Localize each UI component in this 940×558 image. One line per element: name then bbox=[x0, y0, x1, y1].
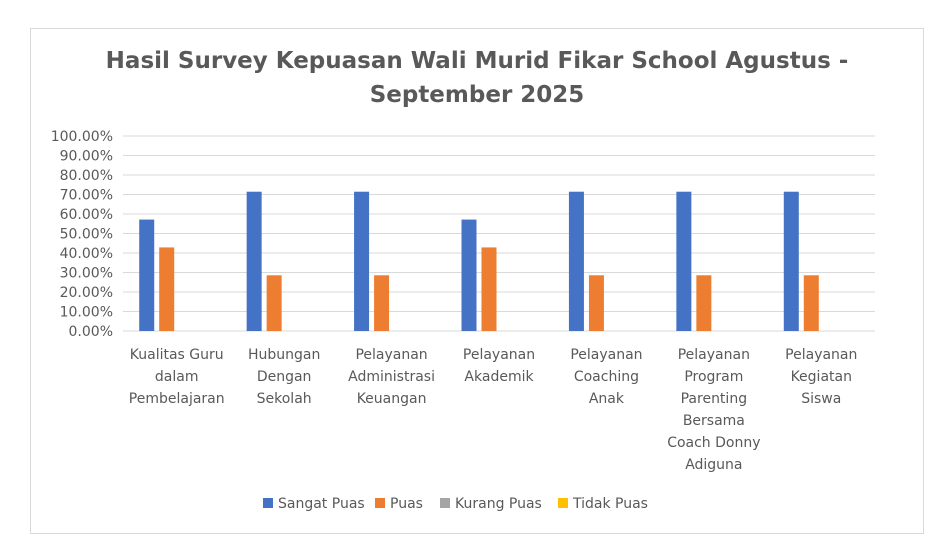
bar-sangat-puas bbox=[568, 191, 584, 331]
bar-sangat-puas bbox=[139, 219, 155, 331]
x-tick-label: Pelayanan bbox=[570, 347, 642, 363]
y-tick-label: 70.00% bbox=[60, 188, 113, 204]
bar-sangat-puas bbox=[783, 191, 799, 331]
y-tick-label: 100.00% bbox=[51, 129, 113, 145]
bar-puas bbox=[588, 275, 604, 331]
y-tick-label: 20.00% bbox=[60, 285, 113, 301]
bar-puas bbox=[696, 275, 712, 331]
bar-sangat-puas bbox=[354, 191, 370, 331]
y-tick-label: 40.00% bbox=[60, 246, 113, 262]
bar-puas bbox=[374, 275, 390, 331]
x-tick-label: Pelayanan bbox=[678, 347, 750, 363]
chart-title-line-1: Hasil Survey Kepuasan Wali Murid Fikar S… bbox=[105, 48, 849, 74]
chart-title: Hasil Survey Kepuasan Wali Murid Fikar S… bbox=[30, 44, 924, 112]
x-tick-label: Dengan bbox=[257, 369, 312, 385]
bar-sangat-puas bbox=[676, 191, 692, 331]
legend-label: Puas bbox=[390, 496, 423, 512]
legend-label: Tidak Puas bbox=[572, 496, 648, 512]
x-tick-label: Pelayanan bbox=[785, 347, 857, 363]
x-tick-label: Keuangan bbox=[357, 391, 427, 407]
legend-swatch bbox=[440, 498, 450, 508]
y-tick-label: 90.00% bbox=[60, 149, 113, 165]
x-tick-label: Pelayanan bbox=[463, 347, 535, 363]
x-tick-label: Pelayanan bbox=[355, 347, 427, 363]
chart-area bbox=[30, 28, 924, 534]
legend-swatch bbox=[558, 498, 568, 508]
x-tick-label: Kualitas Guru bbox=[130, 347, 224, 363]
chart-title-line-2: September 2025 bbox=[369, 82, 585, 108]
x-tick-label: Hubungan bbox=[248, 347, 320, 363]
x-tick-label: Coaching bbox=[574, 369, 639, 385]
x-tick-label: Siswa bbox=[801, 391, 841, 407]
legend-label: Kurang Puas bbox=[455, 496, 542, 512]
y-tick-label: 50.00% bbox=[60, 227, 113, 243]
x-tick-label: Anak bbox=[589, 391, 625, 407]
x-tick-label: Akademik bbox=[464, 369, 534, 385]
bar-puas bbox=[803, 275, 819, 331]
y-tick-label: 10.00% bbox=[60, 305, 113, 321]
y-tick-label: 60.00% bbox=[60, 207, 113, 223]
x-tick-label: Kegiatan bbox=[791, 369, 852, 385]
legend-label: Sangat Puas bbox=[278, 496, 365, 512]
y-tick-label: 30.00% bbox=[60, 266, 113, 282]
x-tick-label: Sekolah bbox=[257, 391, 312, 407]
bar-sangat-puas bbox=[461, 219, 477, 331]
x-tick-label: Program bbox=[684, 369, 743, 385]
bar-puas bbox=[159, 247, 175, 331]
bar-puas bbox=[481, 247, 497, 331]
bar-sangat-puas bbox=[246, 191, 262, 331]
x-tick-label: Coach Donny bbox=[667, 435, 760, 451]
legend-swatch bbox=[375, 498, 385, 508]
x-tick-label: Adiguna bbox=[685, 457, 742, 473]
y-tick-label: 0.00% bbox=[69, 324, 113, 340]
y-tick-label: 80.00% bbox=[60, 168, 113, 184]
x-tick-label: Parenting bbox=[681, 391, 747, 407]
x-tick-label: Pembelajaran bbox=[129, 391, 225, 407]
bar-puas bbox=[266, 275, 282, 331]
legend-swatch bbox=[263, 498, 273, 508]
x-tick-label: Bersama bbox=[683, 413, 745, 429]
x-tick-label: dalam bbox=[155, 369, 199, 385]
x-tick-label: Administrasi bbox=[348, 369, 435, 385]
